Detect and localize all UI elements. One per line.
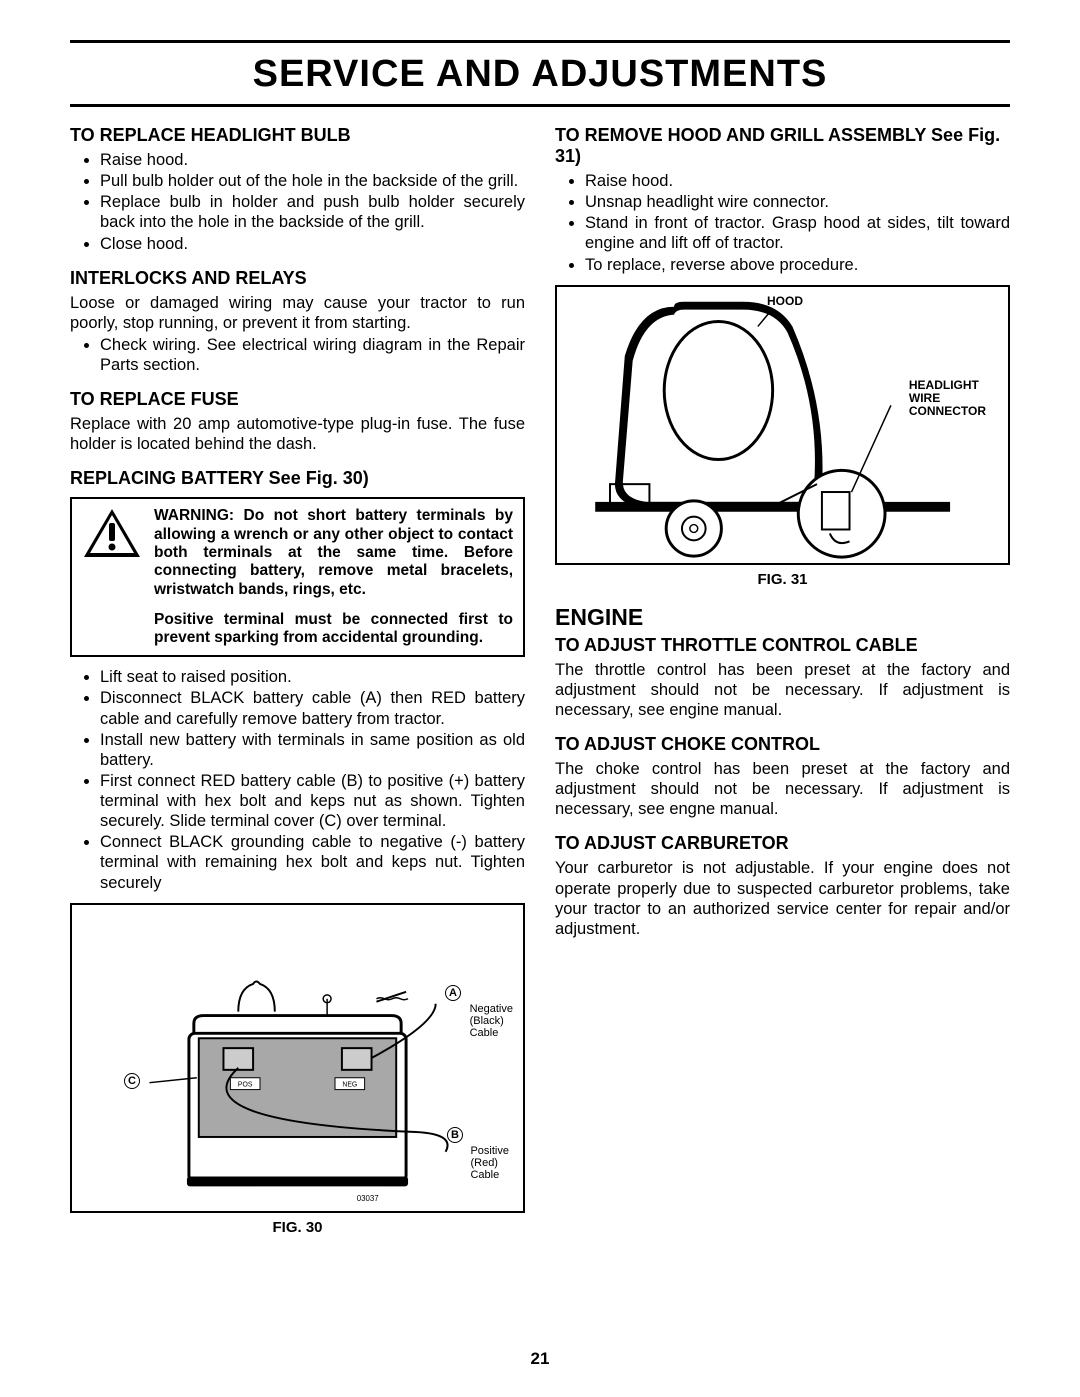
fig31-label-hood: HOOD (767, 295, 803, 308)
list-item: First connect RED battery cable (B) to p… (100, 771, 525, 831)
left-column: TO REPLACE HEADLIGHT BULB Raise hood. Pu… (70, 125, 525, 1236)
para-fuse: Replace with 20 amp automotive-type plug… (70, 414, 525, 454)
content-columns: TO REPLACE HEADLIGHT BULB Raise hood. Pu… (70, 125, 1010, 1236)
para-carburetor: Your carburetor is not adjustable. If yo… (555, 858, 1010, 939)
list-headlight: Raise hood. Pull bulb holder out of the … (70, 150, 525, 254)
list-item: Check wiring. See electrical wiring diag… (100, 335, 525, 375)
heading-interlocks: INTERLOCKS AND RELAYS (70, 268, 525, 289)
heading-hood: TO REMOVE HOOD AND GRILL ASSEMBLY See Fi… (555, 125, 1010, 167)
svg-text:03037: 03037 (357, 1194, 379, 1203)
warning-box: WARNING: Do not short battery terminals … (70, 497, 525, 657)
right-column: TO REMOVE HOOD AND GRILL ASSEMBLY See Fi… (555, 125, 1010, 1236)
list-item: Close hood. (100, 234, 525, 254)
heading-throttle: TO ADJUST THROTTLE CONTROL CABLE (555, 635, 1010, 656)
fig30-label-a: A (445, 985, 461, 1001)
list-battery: Lift seat to raised position. Disconnect… (70, 667, 525, 892)
list-item: Lift seat to raised position. (100, 667, 525, 687)
list-item: Raise hood. (585, 171, 1010, 191)
warning-para: Positive terminal must be connected firs… (154, 611, 513, 648)
list-item: Connect BLACK grounding cable to negativ… (100, 832, 525, 892)
heading-fuse: TO REPLACE FUSE (70, 389, 525, 410)
figure-30: POS NEG 03037 (70, 903, 525, 1213)
list-item: Stand in front of tractor. Grasp hood at… (585, 213, 1010, 253)
svg-text:NEG: NEG (342, 1081, 357, 1088)
heading-choke: TO ADJUST CHOKE CONTROL (555, 734, 1010, 755)
figure-31: HOOD HEADLIGHT WIRE CONNECTOR (555, 285, 1010, 565)
heading-carburetor: TO ADJUST CARBURETOR (555, 833, 1010, 854)
list-item: Replace bulb in holder and push bulb hol… (100, 192, 525, 232)
svg-text:POS: POS (238, 1081, 253, 1088)
list-item: Unsnap headlight wire connector. (585, 192, 1010, 212)
warning-para: WARNING: Do not short battery terminals … (154, 507, 513, 598)
fig31-label-connector: HEADLIGHT WIRE CONNECTOR (909, 379, 986, 419)
page-title: SERVICE AND ADJUSTMENTS (70, 43, 1010, 107)
fig30-label-pos: Positive (Red) Cable (470, 1145, 509, 1181)
heading-engine: ENGINE (555, 604, 1010, 631)
list-interlocks: Check wiring. See electrical wiring diag… (70, 335, 525, 375)
para-choke: The choke control has been preset at the… (555, 759, 1010, 819)
fig31-caption: FIG. 31 (555, 571, 1010, 588)
warning-text: WARNING: Do not short battery terminals … (154, 507, 513, 647)
list-item: Disconnect BLACK battery cable (A) then … (100, 688, 525, 728)
list-hood: Raise hood. Unsnap headlight wire connec… (555, 171, 1010, 275)
fig30-label-b: B (447, 1127, 463, 1143)
list-item: Raise hood. (100, 150, 525, 170)
heading-battery: REPLACING BATTERY See Fig. 30) (70, 468, 525, 489)
page-number: 21 (531, 1349, 550, 1369)
list-item: To replace, reverse above procedure. (585, 255, 1010, 275)
list-item: Install new battery with terminals in sa… (100, 730, 525, 770)
page-frame: SERVICE AND ADJUSTMENTS TO REPLACE HEADL… (70, 40, 1010, 1236)
para-interlocks: Loose or damaged wiring may cause your t… (70, 293, 525, 333)
heading-headlight: TO REPLACE HEADLIGHT BULB (70, 125, 525, 146)
fig30-label-neg: Negative (Black) Cable (470, 1003, 513, 1039)
fig30-caption: FIG. 30 (70, 1219, 525, 1236)
fig30-label-c: C (124, 1073, 140, 1089)
warning-icon (82, 507, 142, 564)
para-throttle: The throttle control has been preset at … (555, 660, 1010, 720)
list-item: Pull bulb holder out of the hole in the … (100, 171, 525, 191)
